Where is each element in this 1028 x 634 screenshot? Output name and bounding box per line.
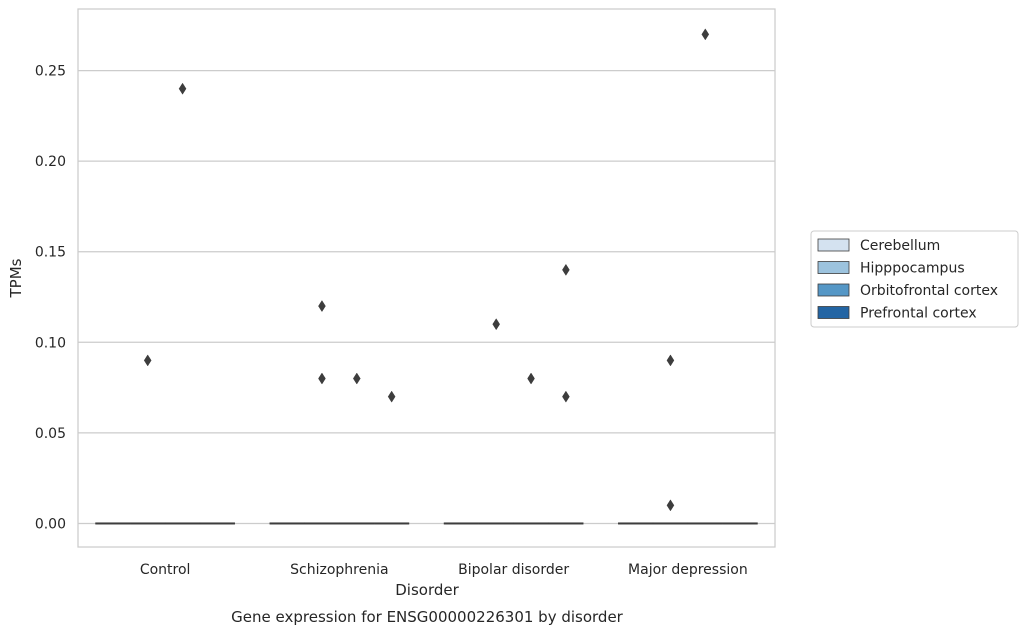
outlier-point (178, 82, 187, 95)
x-tick-label: Major depression (628, 562, 748, 578)
x-tick-labels: Control Schizophrenia Bipolar disorder Majo… (140, 562, 748, 578)
legend-swatch (817, 238, 850, 252)
outlier-layer (143, 28, 710, 512)
y-tick-label: 0.10 (35, 335, 66, 351)
outlier-point (666, 354, 675, 367)
y-tick-label: 0.25 (35, 64, 66, 80)
outlier-point (143, 354, 152, 367)
outlier-point (562, 390, 570, 403)
legend-frame (810, 230, 1019, 328)
chart-caption: Gene expression for ENSG00000226301 by d… (231, 608, 624, 626)
y-tick-label: 0.15 (35, 245, 66, 261)
y-tick-label: 0.20 (35, 154, 66, 170)
y-axis-label: TPMs (7, 258, 25, 298)
outlier-point (318, 372, 326, 385)
x-axis-label: Disorder (395, 581, 459, 599)
plot-frame (77, 8, 776, 548)
legend: Cerebellum Hipppocampus Orbitofrontal cort… (810, 230, 1019, 328)
outlier-point (318, 300, 326, 313)
y-tick-label: 0.05 (35, 426, 66, 442)
outlier-point (353, 372, 361, 385)
y-tick-label: 0.00 (35, 516, 66, 532)
legend-swatch (817, 306, 850, 319)
legend-label: Hipppocampus (860, 261, 965, 277)
x-tick-label: Schizophrenia (290, 562, 388, 578)
grid-lines (78, 69, 775, 525)
legend-label: Prefrontal cortex (860, 306, 977, 322)
legend-items: Cerebellum Hipppocampus Orbitofrontal cort… (817, 238, 998, 322)
legend-label: Orbitofrontal cortex (860, 283, 998, 299)
y-tick-labels: 0.00 0.05 0.10 0.15 0.20 0.25 (35, 64, 66, 533)
outlier-point (387, 390, 396, 403)
outlier-point (492, 318, 500, 331)
legend-label: Cerebellum (860, 238, 940, 254)
legend-swatch (817, 261, 850, 274)
box-layer (95, 522, 758, 525)
outlier-point (527, 372, 535, 385)
x-tick-label: Control (140, 562, 191, 578)
outlier-point (701, 28, 710, 41)
outlier-point (562, 263, 570, 276)
x-tick-label: Bipolar disorder (458, 562, 569, 578)
outlier-point (666, 499, 675, 512)
legend-swatch (817, 283, 850, 297)
